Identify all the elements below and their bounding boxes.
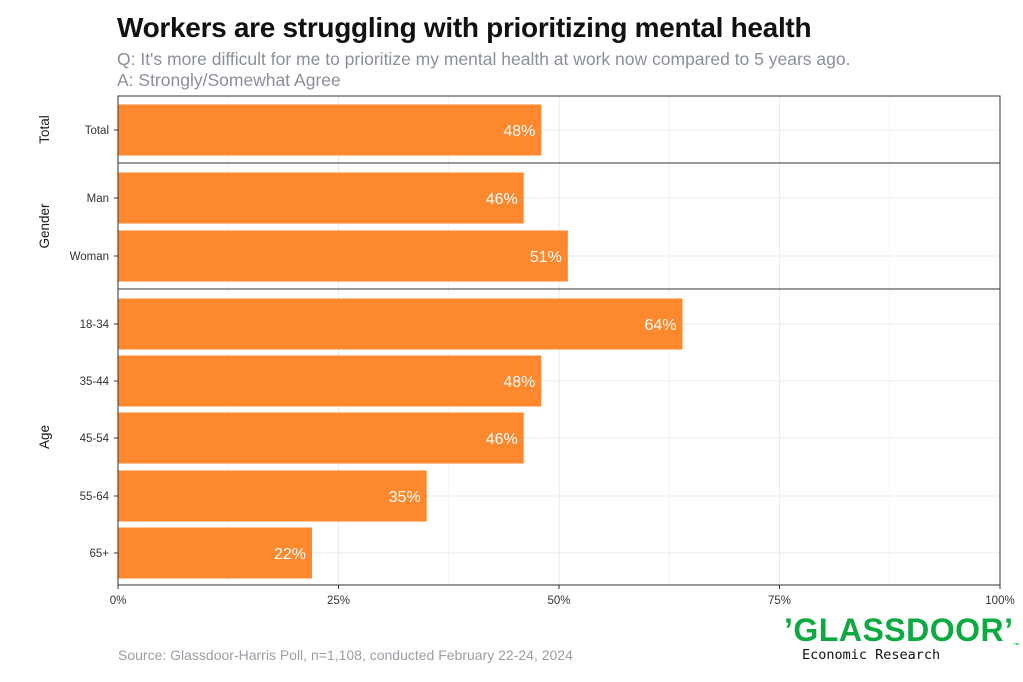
chart-subtitle-question: Q: It's more difficult for me to priorit… — [117, 49, 851, 69]
bar-65- — [118, 527, 313, 579]
bar-total — [118, 104, 542, 156]
bar-woman — [118, 230, 568, 282]
bar-value-label: 46% — [486, 431, 518, 448]
glassdoor-logo: ’GLASSDOOR’™ Economic Research — [784, 612, 1020, 663]
bar-value-label: 48% — [503, 374, 535, 391]
facet-label-total: Total — [37, 115, 52, 144]
bar-value-label: 22% — [274, 546, 306, 563]
category-tick-label: Man — [87, 193, 109, 205]
bar-value-label: 51% — [530, 249, 562, 266]
chart-title: Workers are struggling with prioritizing… — [117, 12, 812, 43]
x-tick-label: 75% — [768, 595, 791, 607]
bar-18-34 — [118, 298, 683, 350]
chart-subtitle-answer: A: Strongly/Somewhat Agree — [117, 70, 341, 90]
category-tick-label: Total — [85, 125, 109, 137]
x-tick-label: 100% — [985, 595, 1014, 607]
x-tick-label: 25% — [327, 595, 350, 607]
bar-35-44 — [118, 355, 542, 407]
x-tick-label: 50% — [547, 595, 570, 607]
x-tick-label: 0% — [110, 595, 127, 607]
logo-trademark: ™ — [1013, 643, 1021, 649]
category-tick-label: 18-34 — [80, 319, 110, 331]
bar-value-label: 46% — [486, 191, 518, 208]
bar-man — [118, 172, 524, 224]
bar-55-64 — [118, 470, 427, 522]
category-tick-label: 55-64 — [80, 491, 110, 503]
bar-value-label: 48% — [503, 123, 535, 140]
category-tick-label: 45-54 — [80, 433, 110, 445]
bar-value-label: 64% — [644, 317, 676, 334]
facet-label-gender: Gender — [37, 203, 52, 249]
glassdoor-wordmark: ’GLASSDOOR’™ — [784, 612, 1020, 649]
logo-brand: ’GLASSDOOR’ — [784, 612, 1014, 648]
bar-chart: 48% Total Total 46% Man 51% Woman Gender 64% 18-3… — [37, 95, 1015, 607]
category-tick-label: Woman — [70, 251, 109, 263]
facet-label-age: Age — [37, 425, 52, 449]
source-note: Source: Glassdoor-Harris Poll, n=1,108, … — [118, 647, 573, 663]
category-tick-label: 35-44 — [80, 376, 110, 388]
bar-45-54 — [118, 412, 524, 464]
logo-tagline: Economic Research — [802, 647, 941, 663]
category-tick-label: 65+ — [89, 548, 109, 560]
bar-value-label: 35% — [389, 489, 421, 506]
